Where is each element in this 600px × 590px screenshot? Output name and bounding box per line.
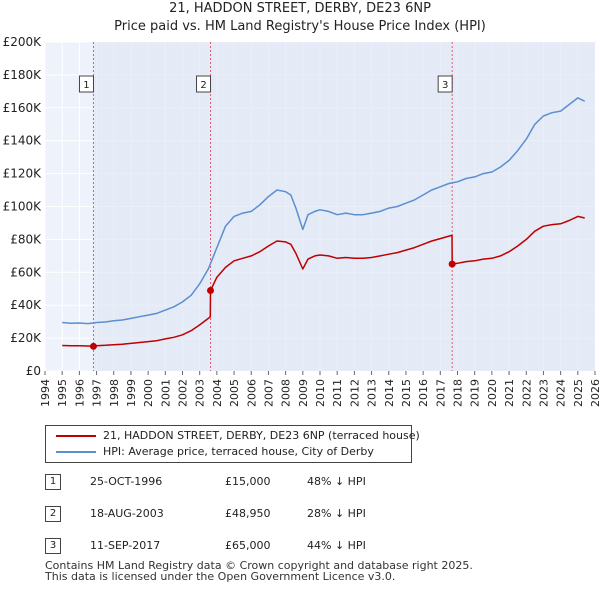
- y-tick-label: £200K: [3, 35, 43, 49]
- series-lines: [62, 97, 586, 350]
- legend-swatch-property: [56, 435, 96, 437]
- x-tick-label: 1998: [108, 379, 121, 407]
- x-axis-ticks: 1994 1995 1996 1997 1998 1999 2000 2001 2002 2003…: [39, 371, 600, 407]
- x-tick-label: 2004: [211, 379, 224, 407]
- series-line-hpi: [62, 97, 586, 325]
- sale-badge: 3: [45, 538, 61, 554]
- chart-subtitle: Price paid vs. HM Land Registry's House …: [114, 19, 486, 34]
- x-tick-label: 2015: [400, 379, 413, 407]
- x-tick-label: 1999: [125, 379, 138, 407]
- sale-price: £15,000: [225, 475, 271, 488]
- chart-title-main: 21, HADDON STREET, DERBY, DE23 6NP: [169, 1, 431, 16]
- x-tick-label: 2000: [142, 379, 155, 407]
- x-tick-label: 2010: [314, 379, 327, 407]
- x-tick-label: 2024: [555, 379, 568, 407]
- ownership-shading: [93, 42, 595, 371]
- footer-line-copyright: Contains HM Land Registry data © Crown c…: [45, 559, 473, 572]
- x-tick-label: 2020: [486, 379, 499, 407]
- sale-label-box: [437, 75, 453, 93]
- footer-line-licence: This data is licensed under the Open Gov…: [45, 570, 396, 583]
- ownership-band: [93, 42, 211, 371]
- sale-label-number: 1: [83, 80, 89, 91]
- y-tick-label: £160K: [3, 101, 43, 115]
- sale-label-box: [196, 75, 212, 93]
- y-tick-label: £60K: [10, 265, 42, 279]
- x-tick-label: 1996: [73, 379, 86, 407]
- sale-hpi-diff: 28% ↓ HPI: [307, 507, 366, 520]
- sale-point: [89, 342, 97, 350]
- x-tick-label: 2026: [589, 379, 600, 407]
- series-line-property: [62, 215, 585, 348]
- sale-markers: 1 2 3: [78, 42, 453, 371]
- y-tick-label: £180K: [3, 68, 43, 82]
- x-tick-label: 2023: [537, 379, 550, 407]
- sale-label-number: 3: [442, 80, 448, 91]
- legend-label-hpi: HPI: Average price, terraced house, City…: [103, 445, 374, 458]
- legend-label-property: 21, HADDON STREET, DERBY, DE23 6NP (terr…: [103, 429, 420, 442]
- x-tick-label: 1995: [56, 379, 69, 407]
- sale-label-box: [78, 75, 94, 93]
- y-tick-label: £40K: [10, 298, 42, 312]
- x-tick-label: 1994: [39, 379, 52, 407]
- sale-price: £48,950: [225, 507, 271, 520]
- y-tick-label: £120K: [3, 167, 43, 181]
- sale-price: £65,000: [225, 539, 271, 552]
- price-chart: 1 2 3 £0 £20K £40K £60K £80K £100K £120K £140K £16…: [3, 35, 600, 407]
- x-tick-label: 2001: [159, 379, 172, 407]
- ownership-band: [210, 42, 453, 371]
- x-tick-label: 2012: [348, 379, 361, 407]
- sale-badge: 1: [45, 474, 61, 490]
- sale-point: [448, 260, 456, 268]
- sale-date: 11-SEP-2017: [90, 539, 161, 552]
- legend-swatch-hpi: [56, 451, 96, 453]
- x-tick-label: 1997: [91, 379, 104, 407]
- x-tick-label: 2021: [503, 379, 516, 407]
- footer-attribution: Contains HM Land Registry data © Crown c…: [45, 560, 473, 582]
- x-tick-label: 2013: [366, 379, 379, 407]
- x-tick-label: 2014: [383, 379, 396, 407]
- sale-hpi-diff: 48% ↓ HPI: [307, 475, 366, 488]
- y-tick-label: £140K: [3, 134, 43, 148]
- ownership-band: [452, 42, 595, 371]
- x-tick-label: 2022: [520, 379, 533, 407]
- x-tick-label: 2018: [452, 379, 465, 407]
- x-tick-label: 2011: [331, 379, 344, 407]
- x-tick-label: 2005: [228, 379, 241, 407]
- y-tick-label: £20K: [10, 331, 42, 345]
- sale-date: 25-OCT-1996: [90, 475, 163, 488]
- x-tick-label: 2016: [417, 379, 430, 407]
- y-tick-label: £0: [26, 364, 41, 378]
- chart-title: 21, HADDON STREET, DERBY, DE23 6NP Price…: [0, 0, 600, 36]
- y-tick-label: £80K: [10, 232, 42, 246]
- x-tick-label: 2006: [245, 379, 258, 407]
- sale-hpi-diff: 44% ↓ HPI: [307, 539, 366, 552]
- x-tick-label: 2002: [177, 379, 190, 407]
- y-axis-ticks: £0 £20K £40K £60K £80K £100K £120K £140K £160K £1…: [3, 35, 43, 378]
- x-tick-label: 2008: [280, 379, 293, 407]
- sale-badge: 2: [45, 506, 61, 522]
- legend: 21, HADDON STREET, DERBY, DE23 6NP (terr…: [45, 425, 420, 463]
- sale-date: 18-AUG-2003: [90, 507, 164, 520]
- x-tick-label: 2017: [434, 379, 447, 407]
- x-tick-label: 2025: [572, 379, 585, 407]
- x-tick-label: 2019: [469, 379, 482, 407]
- sale-label-number: 2: [200, 80, 206, 91]
- x-tick-label: 2003: [194, 379, 207, 407]
- x-tick-label: 2009: [297, 379, 310, 407]
- x-tick-label: 2007: [262, 379, 275, 407]
- y-tick-label: £100K: [3, 200, 43, 214]
- sale-point: [207, 286, 215, 294]
